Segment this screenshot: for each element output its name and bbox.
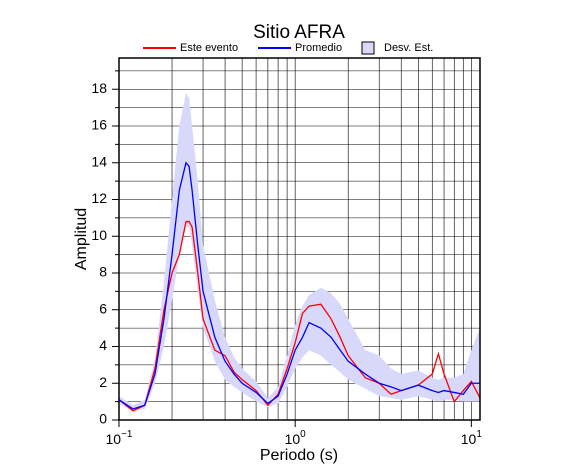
y-tick-label: 18 — [91, 80, 107, 96]
y-tick-label: 8 — [99, 264, 107, 280]
legend-label: Promedio — [295, 42, 342, 54]
x-tick-exp: 0 — [300, 429, 306, 440]
y-tick-label: 4 — [99, 337, 107, 353]
series-line — [118, 220, 481, 412]
y-tick-label: 14 — [91, 153, 107, 169]
y-tick-label: 12 — [91, 190, 107, 206]
legend-swatch — [361, 41, 375, 55]
x-tick-base: 10 — [106, 431, 122, 447]
x-tick-label: 100 — [285, 429, 307, 447]
y-tick-label: 10 — [91, 227, 107, 243]
y-tick-label: 0 — [99, 411, 107, 427]
series-line — [118, 161, 480, 410]
chart-title: Sitio AFRA — [253, 22, 345, 43]
x-axis-label: Periodo (s) — [260, 447, 338, 464]
x-tick-base: 10 — [461, 431, 477, 447]
x-tick-label: 101 — [461, 429, 483, 447]
legend-label: Este evento — [180, 42, 238, 54]
x-tick-exp: 1 — [476, 429, 482, 440]
y-tick-label: 6 — [99, 300, 107, 316]
legend-label: Desv. Est. — [384, 42, 433, 54]
plot-frame — [118, 57, 481, 421]
y-tick-label: 16 — [91, 117, 107, 133]
y-axis-label: Amplitud — [73, 208, 90, 270]
x-tick-exp: −1 — [121, 429, 133, 440]
x-tick-base: 10 — [285, 431, 301, 447]
std-band — [119, 92, 480, 411]
x-tick-label: 10−1 — [106, 429, 133, 447]
y-tick-label: 2 — [99, 374, 107, 390]
